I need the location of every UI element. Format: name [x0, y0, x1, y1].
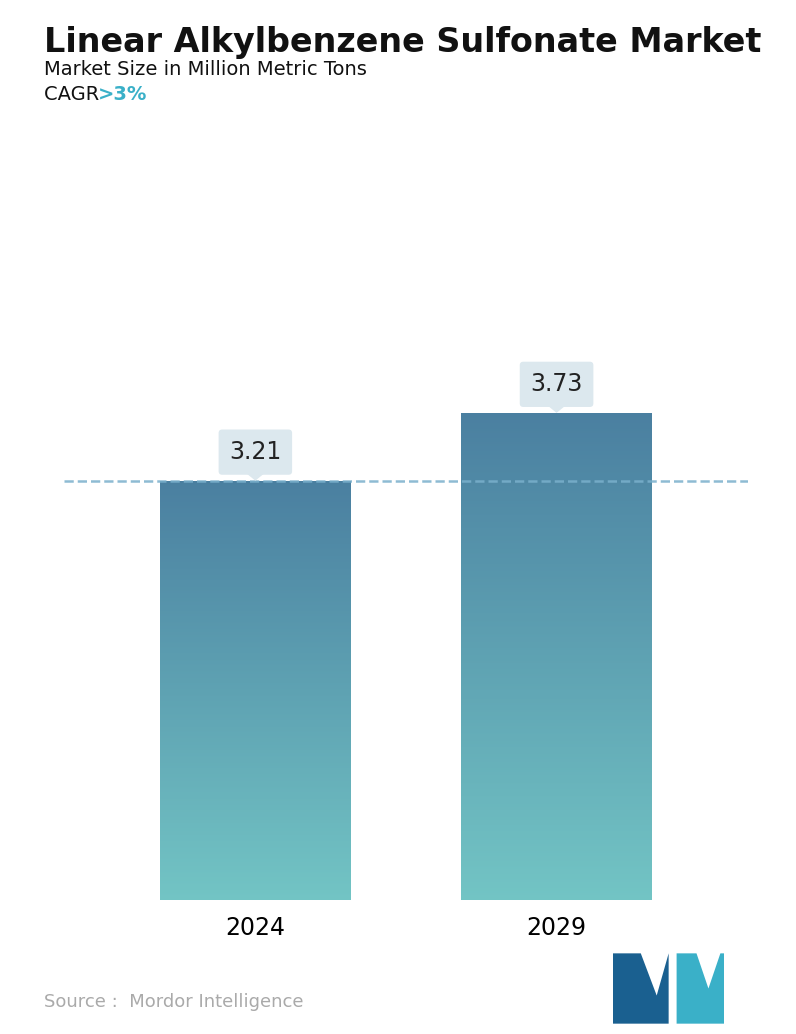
Polygon shape — [537, 396, 576, 412]
Text: >3%: >3% — [98, 85, 147, 103]
Text: Source :  Mordor Intelligence: Source : Mordor Intelligence — [44, 994, 303, 1011]
Polygon shape — [613, 953, 669, 1024]
Text: 3.73: 3.73 — [530, 372, 583, 396]
Polygon shape — [677, 953, 724, 1024]
Text: Linear Alkylbenzene Sulfonate Market: Linear Alkylbenzene Sulfonate Market — [44, 26, 761, 59]
Text: Market Size in Million Metric Tons: Market Size in Million Metric Tons — [44, 60, 367, 79]
Text: CAGR: CAGR — [44, 85, 105, 103]
Text: 3.21: 3.21 — [229, 440, 282, 464]
Polygon shape — [236, 464, 275, 480]
